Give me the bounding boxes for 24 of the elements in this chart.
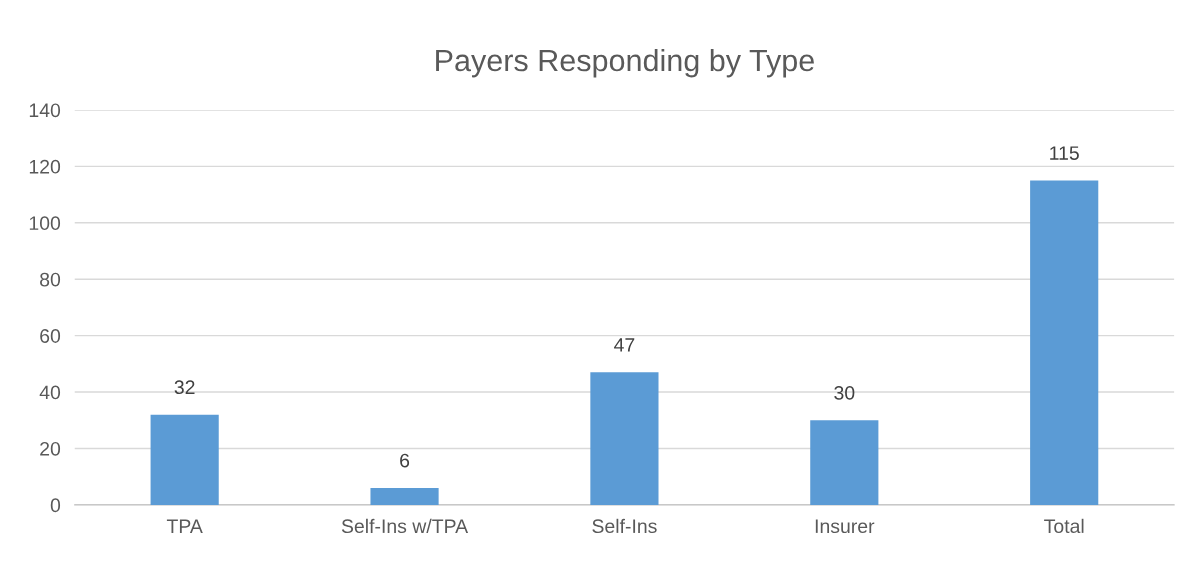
y-tick-label: 100 bbox=[29, 216, 61, 231]
x-tick-label: Self-Ins w/TPA bbox=[341, 518, 469, 534]
y-tick-label: 0 bbox=[50, 498, 61, 513]
x-tick-label: Total bbox=[1044, 518, 1084, 534]
data-label: 47 bbox=[614, 338, 635, 352]
x-tick-label: Insurer bbox=[815, 519, 875, 534]
y-tick-label: 120 bbox=[29, 159, 61, 174]
bar bbox=[150, 414, 219, 505]
x-tick-label: TPA bbox=[166, 519, 203, 533]
data-label: 32 bbox=[174, 380, 195, 395]
data-label: 6 bbox=[400, 453, 410, 468]
bar bbox=[370, 487, 439, 505]
bar bbox=[1030, 180, 1099, 505]
y-tick-label: 80 bbox=[40, 272, 61, 287]
data-label: 30 bbox=[834, 385, 855, 400]
y-tick-label: 140 bbox=[29, 103, 61, 118]
bar bbox=[810, 420, 879, 505]
y-tick-label: 60 bbox=[40, 329, 61, 343]
bar bbox=[590, 372, 659, 505]
chart-title: Payers Responding by Type bbox=[436, 48, 814, 78]
x-tick-label: Self-Ins bbox=[592, 518, 657, 534]
y-tick-label: 20 bbox=[40, 441, 61, 456]
y-tick-label: 40 bbox=[39, 385, 61, 400]
data-label: 115 bbox=[1050, 146, 1079, 160]
